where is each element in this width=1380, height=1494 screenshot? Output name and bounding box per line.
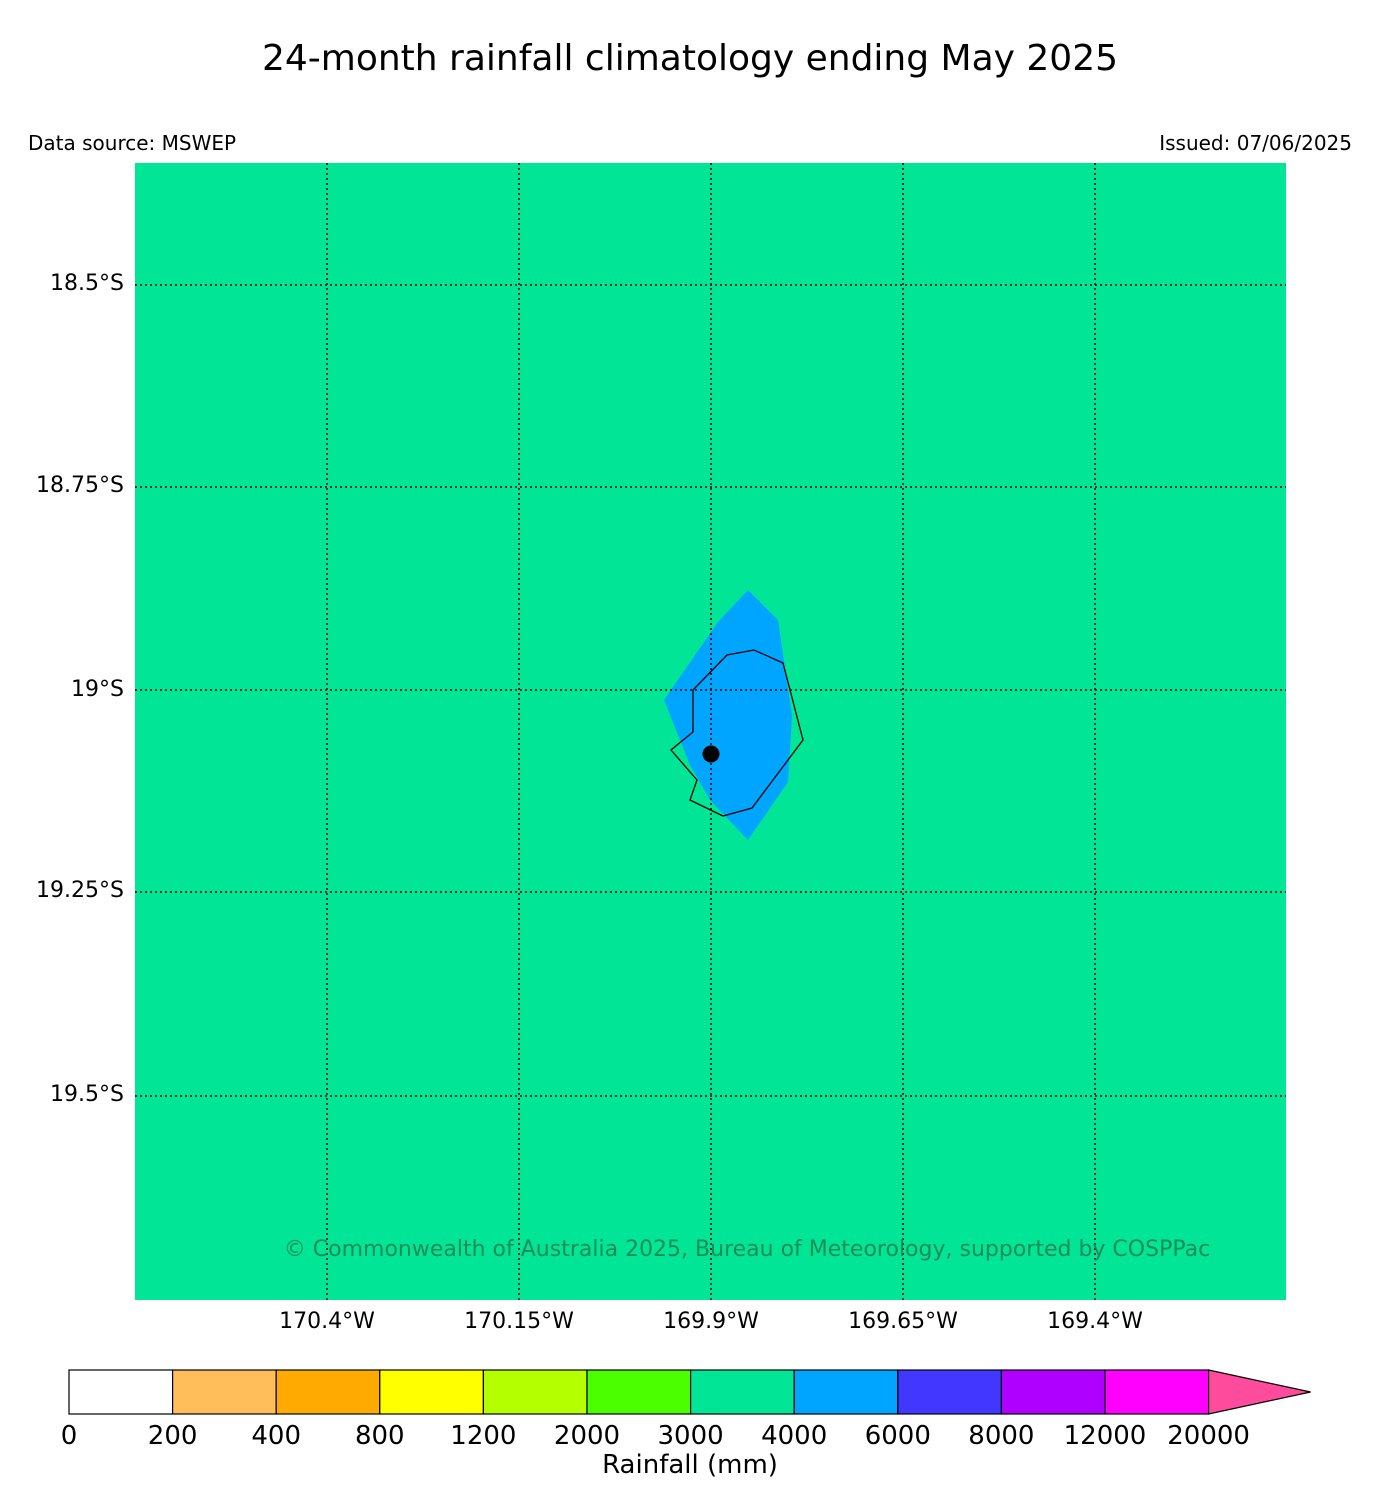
colorbar-tick-label: 12000 bbox=[1063, 1421, 1147, 1451]
lat-label-18.5: 18.5°S bbox=[50, 271, 124, 296]
colorbar-tick-label: 3000 bbox=[657, 1421, 724, 1451]
lat-label-19.5: 19.5°S bbox=[50, 1082, 124, 1107]
colorbar-tick-label: 0 bbox=[60, 1421, 78, 1451]
chart-title: 24-month rainfall climatology ending May… bbox=[261, 38, 1119, 79]
colorbar-segment bbox=[586, 1369, 692, 1415]
colorbar-segment bbox=[379, 1369, 484, 1415]
colorbar-tick-label: 6000 bbox=[864, 1421, 931, 1451]
colorbar-tick-label: 1200 bbox=[450, 1421, 517, 1451]
colorbar-title: Rainfall (mm) bbox=[602, 1450, 778, 1480]
lon-label-169.65: 169.65°W bbox=[848, 1309, 958, 1334]
colorbar-segment bbox=[1000, 1369, 1106, 1415]
lat-label-19: 19°S bbox=[71, 677, 124, 702]
colorbar-tick-label: 400 bbox=[251, 1421, 302, 1451]
data-source-label: Data source: MSWEP bbox=[28, 131, 237, 155]
lon-label-170.4: 170.4°W bbox=[279, 1309, 375, 1334]
copyright-notice: © Commonwealth of Australia 2025, Bureau… bbox=[284, 1237, 1210, 1262]
colorbar-segment bbox=[1104, 1369, 1210, 1415]
colorbar-tick-label: 8000 bbox=[968, 1421, 1035, 1451]
colorbar-tick-label: 200 bbox=[147, 1421, 198, 1451]
colorbar-segment bbox=[897, 1369, 1002, 1415]
colorbar-tick-label: 20000 bbox=[1167, 1421, 1250, 1451]
gridlines bbox=[135, 163, 1286, 1300]
colorbar-segment bbox=[482, 1369, 588, 1415]
colorbar-extend-arrow bbox=[1207, 1369, 1311, 1415]
colorbar-segment bbox=[689, 1369, 795, 1415]
colorbar-tick-label: 800 bbox=[354, 1421, 405, 1451]
lon-label-170.15: 170.15°W bbox=[464, 1309, 574, 1334]
location-marker bbox=[702, 745, 720, 763]
island-coastline bbox=[670, 649, 804, 817]
colorbar-tick-label: 2000 bbox=[553, 1421, 621, 1451]
colorbar-tick-label: 4000 bbox=[761, 1421, 828, 1451]
lat-label-19.25: 19.25°S bbox=[36, 878, 124, 903]
colorbar-segment bbox=[172, 1369, 277, 1415]
colorbar-segment bbox=[275, 1369, 381, 1415]
issued-date-label: Issued: 07/06/2025 bbox=[1159, 131, 1352, 155]
colorbar-segment bbox=[793, 1369, 899, 1415]
colorbar-segment bbox=[68, 1369, 174, 1415]
lon-label-169.4: 169.4°W bbox=[1047, 1309, 1143, 1334]
colorbar bbox=[68, 1369, 1311, 1415]
lat-label-18.75: 18.75°S bbox=[36, 473, 124, 498]
lon-label-169.9: 169.9°W bbox=[663, 1309, 759, 1334]
